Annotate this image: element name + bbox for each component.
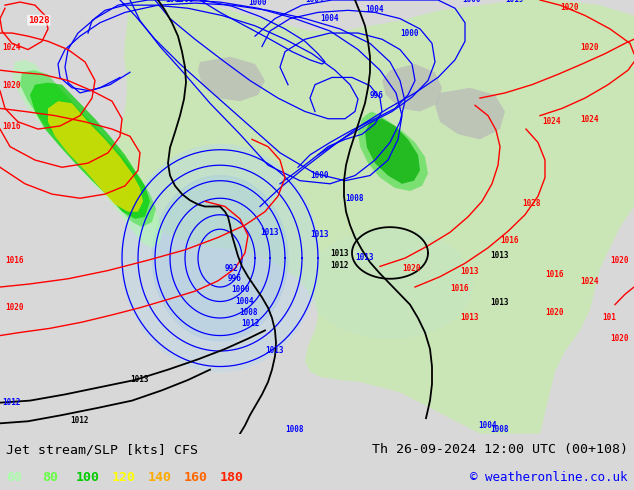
Text: 1013: 1013	[460, 313, 479, 322]
Text: 1013: 1013	[460, 267, 479, 275]
Text: 1016: 1016	[450, 284, 469, 293]
Text: 1016: 1016	[545, 270, 564, 279]
Polygon shape	[121, 145, 319, 372]
Text: 1013: 1013	[355, 253, 373, 262]
Text: 140: 140	[148, 471, 172, 485]
Text: 992: 992	[225, 264, 239, 272]
Text: 1004: 1004	[305, 0, 323, 4]
Text: 996: 996	[370, 91, 384, 100]
Text: 1004: 1004	[236, 296, 254, 306]
Text: 1028: 1028	[28, 16, 49, 24]
Text: 1020: 1020	[5, 303, 23, 312]
Text: 100: 100	[76, 471, 100, 485]
Text: 1008: 1008	[239, 308, 257, 317]
Text: 1008: 1008	[285, 424, 304, 434]
Text: 1020: 1020	[610, 334, 628, 343]
Text: 1013: 1013	[330, 249, 349, 258]
Text: 1016: 1016	[2, 122, 20, 131]
Text: 1000: 1000	[400, 29, 418, 38]
Text: 1008: 1008	[490, 424, 508, 434]
Text: 1024: 1024	[580, 277, 598, 286]
Text: 160: 160	[184, 471, 208, 485]
Text: 80: 80	[42, 471, 58, 485]
Text: 1016: 1016	[500, 236, 519, 245]
Text: 1024: 1024	[2, 43, 20, 51]
Text: 996: 996	[228, 274, 242, 283]
Text: Jet stream/SLP [kts] CFS: Jet stream/SLP [kts] CFS	[6, 443, 198, 456]
Text: 1004: 1004	[478, 421, 496, 431]
Text: 1012: 1012	[241, 319, 259, 328]
Text: 1013: 1013	[310, 230, 328, 240]
Text: 1013: 1013	[490, 251, 508, 260]
Text: 1016: 1016	[5, 256, 23, 265]
Text: 1020: 1020	[402, 264, 420, 272]
Text: 1020: 1020	[580, 43, 598, 51]
Text: 1012: 1012	[2, 398, 20, 407]
Polygon shape	[307, 230, 472, 338]
Text: 1019: 1019	[505, 0, 524, 4]
Text: 1013: 1013	[130, 375, 148, 384]
Text: 1013: 1013	[265, 346, 283, 355]
Text: 1008: 1008	[345, 195, 363, 203]
Text: 1000: 1000	[248, 0, 266, 7]
Text: 1004: 1004	[320, 14, 339, 23]
Text: 1013: 1013	[490, 297, 508, 307]
Text: 180: 180	[220, 471, 244, 485]
Text: 1013: 1013	[260, 228, 278, 238]
Text: 1000: 1000	[462, 0, 481, 4]
Text: 1012: 1012	[330, 262, 349, 270]
Text: 1000: 1000	[310, 171, 328, 180]
Text: 1028: 1028	[522, 199, 541, 209]
Text: 1004: 1004	[365, 5, 384, 14]
Text: 1024: 1024	[542, 117, 560, 126]
Text: 1020: 1020	[545, 308, 564, 317]
Polygon shape	[152, 175, 288, 341]
Text: 120: 120	[112, 471, 136, 485]
Text: © weatheronline.co.uk: © weatheronline.co.uk	[470, 471, 628, 485]
Text: 1008: 1008	[165, 0, 183, 4]
Text: 1024: 1024	[580, 115, 598, 124]
Text: 1000: 1000	[231, 285, 249, 294]
Text: 101: 101	[602, 313, 616, 322]
Text: Th 26-09-2024 12:00 UTC (00+108): Th 26-09-2024 12:00 UTC (00+108)	[372, 443, 628, 456]
Text: 60: 60	[6, 471, 22, 485]
Text: 1020: 1020	[560, 3, 578, 12]
Text: 1008: 1008	[175, 0, 193, 4]
Text: 1020: 1020	[2, 81, 20, 90]
Text: 1012: 1012	[70, 416, 89, 425]
Text: 1020: 1020	[610, 256, 628, 265]
